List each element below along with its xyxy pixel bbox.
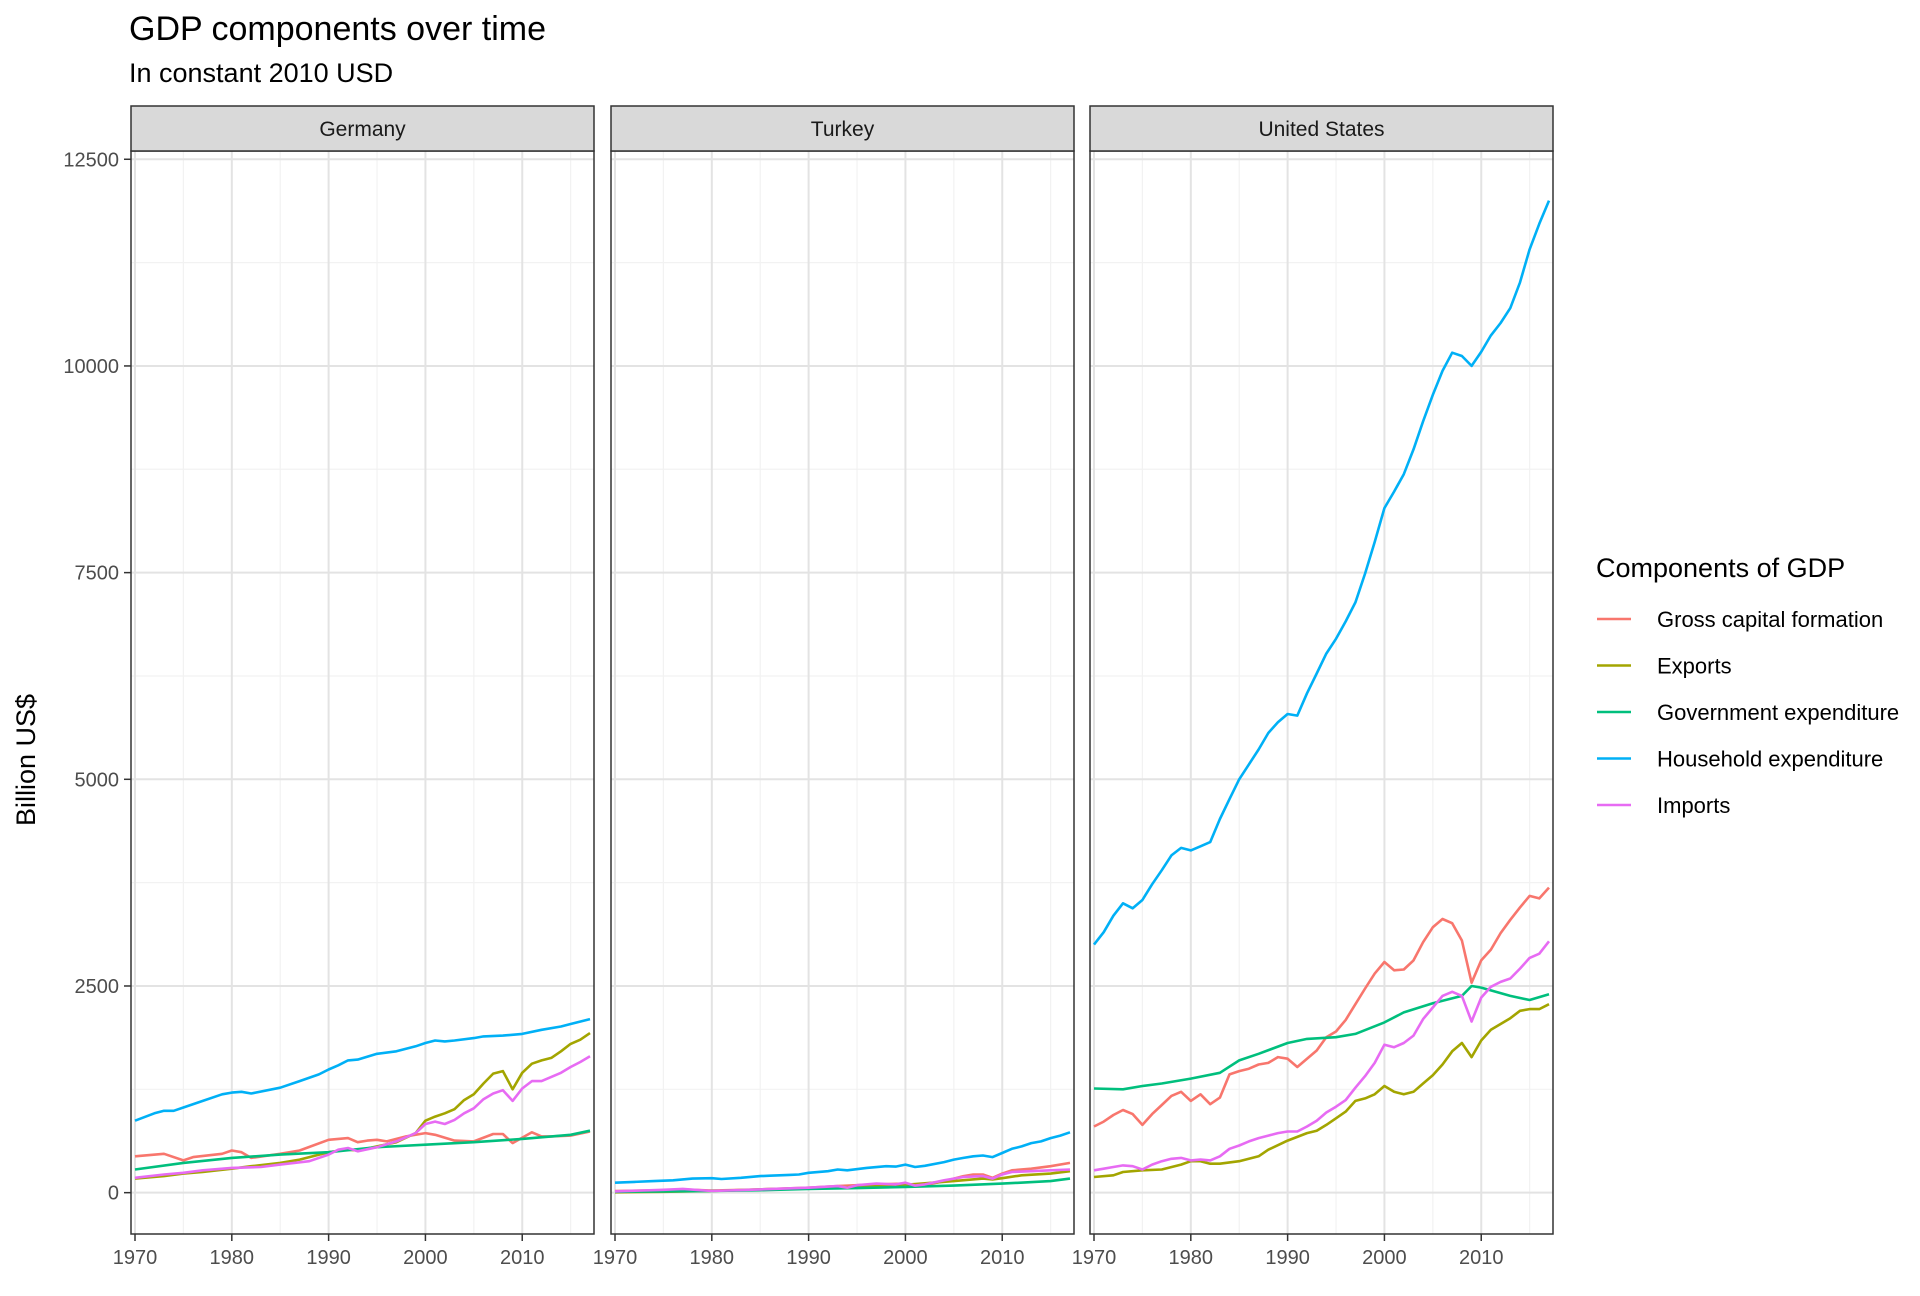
legend-entry: Government expenditure (1597, 700, 1899, 725)
x-tick-label: 1970 (113, 1247, 158, 1269)
y-tick-label: 0 (108, 1183, 119, 1205)
chart-subtitle: In constant 2010 USD (129, 58, 393, 88)
x-tick-label: 2010 (500, 1247, 545, 1269)
y-tick-label: 7500 (75, 563, 120, 585)
series-line-household-expenditure (1092, 200, 1551, 946)
x-tick-label: 2000 (403, 1247, 448, 1269)
series-line-government-expenditure (1093, 984, 1550, 1091)
legend-entry: Gross capital formation (1597, 607, 1883, 632)
legend-title: Components of GDP (1596, 553, 1845, 583)
facet-strip (610, 105, 1075, 152)
x-tick-label: 2000 (883, 1247, 928, 1269)
y-tick-label: 5000 (75, 769, 120, 791)
x-tick-label: 1980 (690, 1247, 735, 1269)
facet-strip-label: Germany (319, 118, 406, 141)
facet-strip-label: Turkey (811, 118, 875, 141)
legend: Components of GDP Gross capital formatio… (1596, 553, 1899, 818)
facet-strip (130, 105, 595, 152)
legend-label: Imports (1657, 793, 1730, 818)
panel-background (131, 151, 594, 1234)
facet-panels: Germany 1970 1980 1990 2000 2010 Turkey 1970 198… (113, 105, 1554, 1269)
y-tick-label: 2500 (75, 976, 120, 998)
x-tick-label: 2000 (1362, 1247, 1407, 1269)
facet-panel-germany: Germany 1970 1980 1990 2000 2010 (113, 105, 595, 1269)
series-line-gross-capital-formation (1093, 886, 1550, 1128)
legend-label: Household expenditure (1657, 747, 1883, 772)
facet-strip-label: United States (1258, 118, 1384, 141)
series-line-household-expenditure (614, 1131, 1071, 1184)
y-tick-label: 10000 (63, 356, 119, 378)
facet-strip (1089, 105, 1554, 152)
series-line-imports (134, 1055, 591, 1180)
legend-label: Gross capital formation (1657, 607, 1883, 632)
legend-entry: Imports (1597, 793, 1730, 818)
series-line-imports (1093, 940, 1551, 1172)
facet-panel-turkey: Turkey 1970 1980 1990 2000 2010 (593, 105, 1075, 1269)
panel-background (611, 151, 1074, 1234)
x-tick-label: 1970 (1072, 1247, 1117, 1269)
series-line-imports (614, 1168, 1071, 1193)
legend-entry: Household expenditure (1597, 747, 1883, 772)
facet-panel-united-states: United States 1970 1980 1990 2000 2010 (1072, 105, 1554, 1269)
series-line-exports (134, 1032, 591, 1180)
x-tick-label: 1990 (1265, 1247, 1310, 1269)
x-tick-label: 1980 (1169, 1247, 1214, 1269)
panel-background (1090, 151, 1553, 1234)
series-line-household-expenditure (134, 1017, 591, 1122)
legend-label: Exports (1657, 654, 1732, 679)
legend-entry: Exports (1597, 654, 1732, 679)
x-tick-label: 2010 (1459, 1247, 1504, 1269)
x-tick-label: 1990 (306, 1247, 351, 1269)
y-tick-label: 12500 (63, 149, 119, 171)
chart-title: GDP components over time (129, 10, 546, 48)
x-tick-label: 2010 (980, 1247, 1025, 1269)
legend-label: Government expenditure (1657, 700, 1899, 725)
x-tick-label: 1980 (210, 1247, 255, 1269)
y-axis-title: Billion US$ (11, 694, 41, 826)
x-tick-label: 1990 (786, 1247, 831, 1269)
y-axis: 0 2500 5000 7500 10000 12500 (63, 149, 131, 1205)
x-tick-label: 1970 (593, 1247, 638, 1269)
